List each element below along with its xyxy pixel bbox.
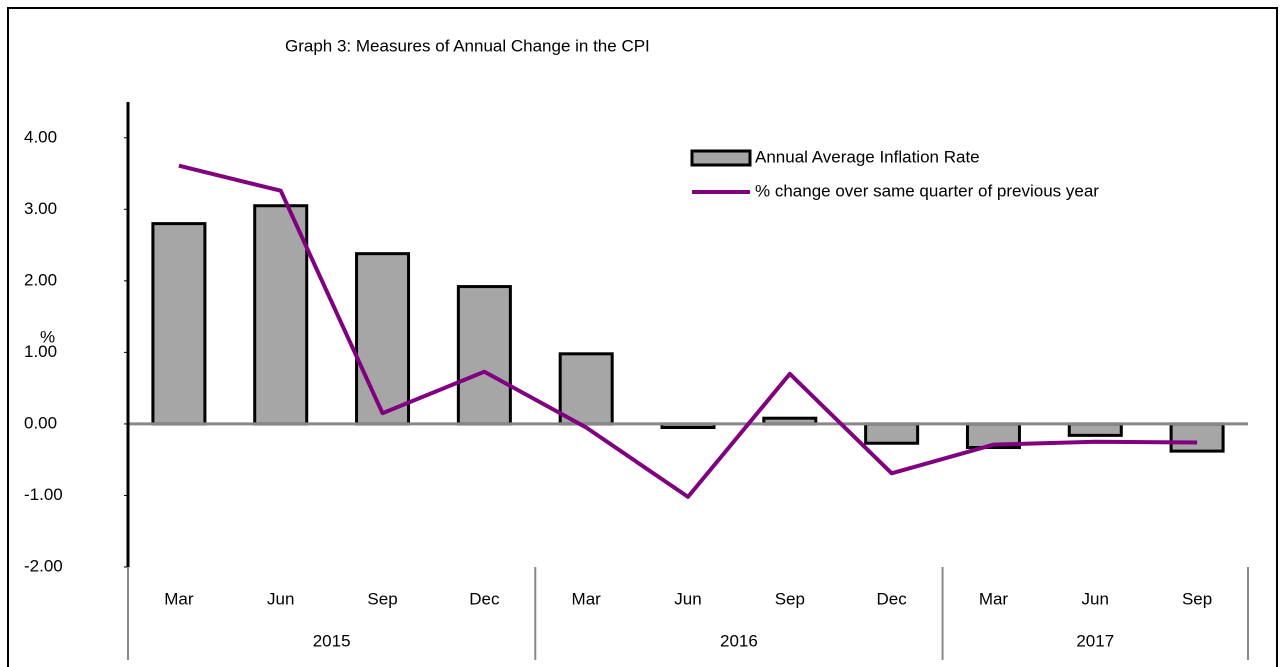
group-label: 2016 bbox=[720, 631, 758, 650]
frame bbox=[7, 7, 1278, 667]
group-label: 2017 bbox=[1076, 631, 1114, 650]
bar bbox=[864, 422, 920, 445]
bar bbox=[1067, 422, 1123, 437]
bar bbox=[355, 252, 411, 426]
bar bbox=[558, 352, 614, 426]
legend-swatch bbox=[690, 149, 752, 167]
x-tick-label: Sep bbox=[1182, 589, 1212, 608]
y-axis-label: % bbox=[40, 327, 55, 346]
x-tick-label: Jun bbox=[267, 589, 294, 608]
x-tick-label: Jun bbox=[674, 589, 701, 608]
y-tick-label: 0.00 bbox=[24, 413, 57, 432]
y-tick-label: 3.00 bbox=[24, 199, 57, 218]
y-tick-label: 4.00 bbox=[24, 127, 57, 146]
x-tick-label: Mar bbox=[164, 589, 194, 608]
bar bbox=[253, 204, 309, 426]
legend-label: % change over same quarter of previous y… bbox=[755, 181, 1099, 200]
x-tick-label: Jun bbox=[1082, 589, 1109, 608]
group-label: 2015 bbox=[313, 631, 351, 650]
y-tick-label: 1.00 bbox=[24, 342, 57, 361]
line bbox=[178, 163, 1198, 499]
bar bbox=[1169, 422, 1225, 453]
bar bbox=[151, 222, 207, 426]
x-tick-label: Mar bbox=[572, 589, 602, 608]
chart-title: Graph 3: Measures of Annual Change in th… bbox=[285, 36, 650, 55]
legend-label: Annual Average Inflation Rate bbox=[755, 147, 980, 166]
y-tick-label: -1.00 bbox=[24, 485, 63, 504]
x-tick-label: Sep bbox=[775, 589, 805, 608]
x-tick-label: Sep bbox=[367, 589, 397, 608]
x-tick-label: Dec bbox=[469, 589, 500, 608]
y-tick-label: -2.00 bbox=[24, 556, 63, 575]
x-tick-label: Mar bbox=[979, 589, 1009, 608]
bar bbox=[456, 285, 512, 426]
y-tick-label: 2.00 bbox=[24, 270, 57, 289]
x-tick-label: Dec bbox=[877, 589, 908, 608]
